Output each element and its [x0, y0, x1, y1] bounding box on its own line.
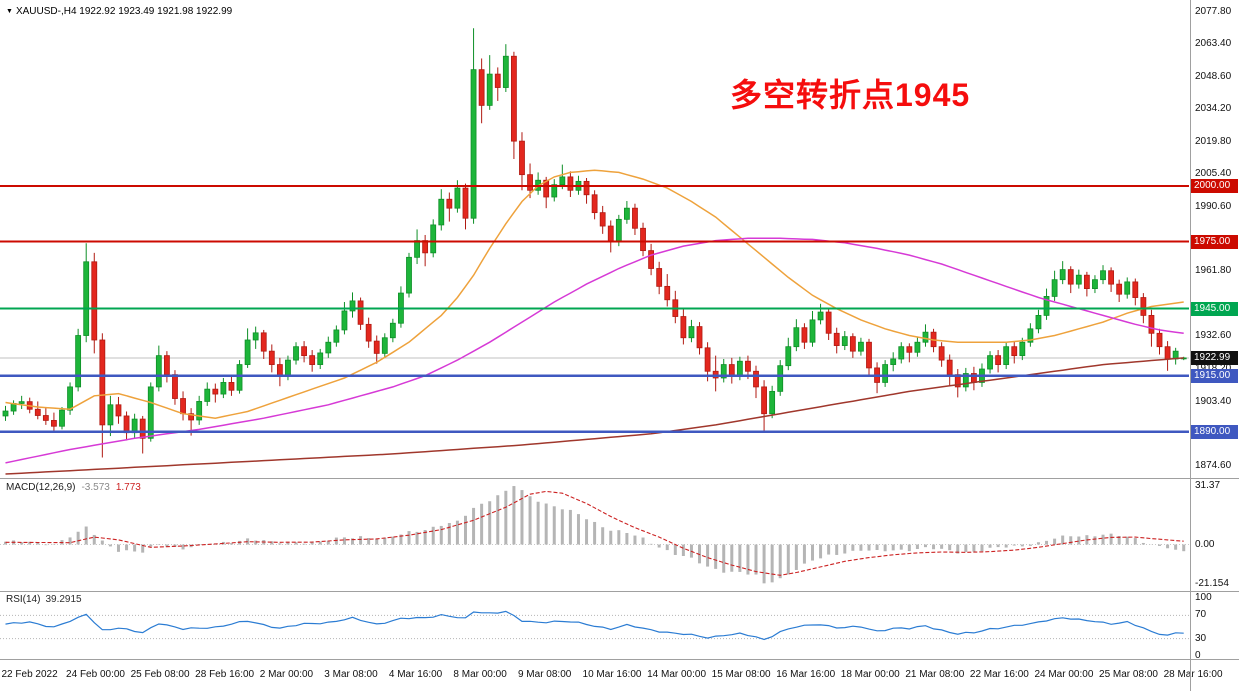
panel-separator-rsi-time	[0, 659, 1239, 660]
rsi-axis-label: 100	[1195, 592, 1212, 603]
time-axis-label: 22 Mar 16:00	[969, 669, 1029, 680]
price-level-badge: 1915.00	[1191, 368, 1238, 383]
price-level-badge: 1945.00	[1191, 301, 1238, 316]
symbol-ohlc-text: XAUUSD-,H4 1922.92 1923.49 1921.98 1922.…	[15, 6, 233, 17]
macd-title: MACD(12,26,9)	[6, 482, 76, 493]
time-axis-label: 3 Mar 08:00	[324, 669, 378, 680]
time-axis[interactable]: 22 Feb 2022 24 Feb 00:00 25 Feb 08:00 28 Fe…	[0, 659, 1223, 691]
time-axis-label: 2 Mar 00:00	[259, 669, 314, 680]
price-axis[interactable]: 2077.80 2063.40 2048.60 2034.20 2019.80 2005.…	[1190, 0, 1239, 478]
rsi-axis-label: 0	[1195, 650, 1201, 661]
time-axis-label: 15 Mar 08:00	[711, 669, 771, 680]
macd-axis-label: -21.154	[1195, 578, 1229, 589]
time-axis-label: 9 Mar 08:00	[517, 669, 572, 680]
rsi-title: RSI(14)	[6, 594, 41, 605]
price-axis-label: 1961.80	[1195, 265, 1232, 277]
price-axis-border	[1190, 0, 1191, 691]
macd-axis-label: 0.00	[1195, 538, 1215, 550]
ma-mid-line	[5, 237, 1184, 464]
price-axis-label: 1990.60	[1195, 200, 1232, 212]
price-axis-label: 2077.80	[1195, 6, 1232, 17]
price-level-badge: 2000.00	[1191, 178, 1238, 193]
ma-slow-line	[5, 357, 1184, 475]
chart-annotation-text[interactable]: 多空转折点1945	[730, 77, 971, 113]
price-axis-label: 2034.20	[1195, 103, 1232, 115]
macd-histogram	[4, 486, 1186, 584]
price-level-badge: 1975.00	[1191, 234, 1238, 249]
rsi-value: 39.2915	[45, 594, 82, 605]
time-axis-label: 24 Feb 00:00	[66, 669, 125, 680]
macd-main-value: -3.573	[81, 482, 110, 493]
price-axis-label: 2005.40	[1195, 167, 1232, 179]
price-axis-label: 2048.60	[1195, 71, 1232, 83]
time-axis-label: 25 Feb 08:00	[130, 669, 190, 680]
macd-axis-label: 31.37	[1195, 480, 1221, 491]
time-axis-label: 28 Mar 16:00	[1163, 669, 1223, 680]
dropdown-triangle-icon: ▼	[6, 8, 13, 15]
time-axis-label: 25 Mar 08:00	[1099, 669, 1158, 680]
rsi-axis[interactable]: 100 70 30 0	[1190, 591, 1239, 661]
macd-signal-value: 1.773	[115, 482, 141, 493]
price-level-badge: 1890.00	[1191, 424, 1238, 439]
current-price-badge: 1922.99	[1191, 350, 1238, 365]
panel-separator-macd-rsi[interactable]	[0, 591, 1239, 592]
time-axis-label: 22 Feb 2022	[1, 669, 58, 680]
panel-separator-main-macd[interactable]	[0, 478, 1239, 479]
rsi-line	[5, 610, 1184, 641]
price-axis-label: 2063.40	[1195, 38, 1232, 50]
symbol-ohlc-bar: ▼ XAUUSD-,H4 1922.92 1923.49 1921.98 1922…	[6, 6, 232, 17]
ma-fast-line	[5, 169, 1184, 419]
time-axis-label: 8 Mar 00:00	[453, 669, 507, 680]
price-axis-label: 1874.60	[1195, 460, 1232, 471]
price-axis-label: 2019.80	[1195, 135, 1232, 147]
macd-axis[interactable]: 31.37 0.00 -21.154	[1190, 478, 1239, 591]
time-axis-label: 21 Mar 08:00	[905, 669, 965, 680]
price-axis-label: 1932.60	[1195, 330, 1232, 342]
time-axis-label: 14 Mar 00:00	[647, 669, 707, 680]
time-axis-label: 28 Feb 16:00	[195, 669, 255, 680]
time-axis-label: 10 Mar 16:00	[582, 669, 642, 680]
time-axis-label: 24 Mar 00:00	[1034, 669, 1094, 680]
macd-signal-line	[5, 490, 1184, 576]
price-axis-label: 1918.20	[1195, 363, 1231, 374]
time-axis-label: 18 Mar 00:00	[840, 669, 900, 680]
candles-layer	[2, 28, 1187, 458]
time-axis-label: 4 Mar 16:00	[388, 669, 443, 680]
rsi-indicator-label: RSI(14) 39.2915	[6, 594, 82, 605]
rsi-axis-label: 30	[1195, 632, 1207, 644]
rsi-axis-label: 70	[1195, 609, 1207, 621]
price-axis-label: 1903.40	[1195, 395, 1232, 407]
time-axis-label: 16 Mar 16:00	[776, 669, 836, 680]
macd-indicator-label: MACD(12,26,9) -3.573 1.773	[6, 482, 141, 493]
